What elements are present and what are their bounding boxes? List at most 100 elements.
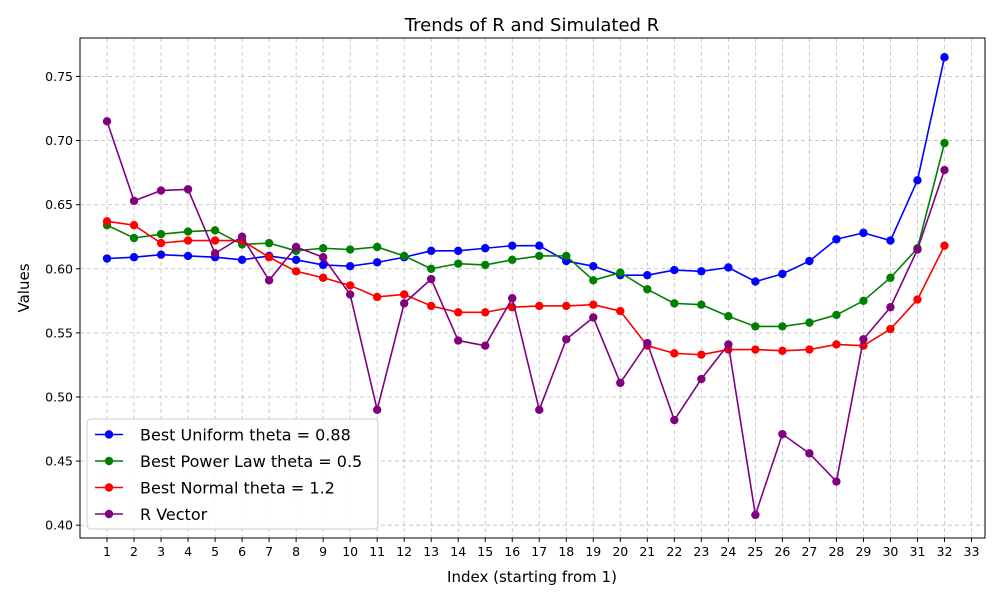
x-tick-label: 8 [292, 544, 300, 559]
data-point [264, 238, 274, 248]
data-point [643, 285, 652, 294]
legend-marker [104, 430, 114, 439]
data-point [183, 251, 193, 261]
data-point [183, 227, 193, 236]
data-point [859, 228, 868, 238]
y-tick-label: 0.45 [45, 454, 73, 469]
data-point [399, 299, 409, 308]
data-point [832, 477, 841, 486]
x-tick-label: 22 [666, 544, 682, 559]
x-tick-label: 6 [238, 544, 246, 559]
data-point [264, 253, 274, 262]
data-point [751, 345, 760, 354]
x-tick-label: 26 [774, 544, 790, 559]
data-point [778, 269, 787, 279]
data-point [616, 378, 625, 388]
data-point [156, 238, 166, 248]
data-point [886, 303, 895, 312]
data-point [318, 244, 328, 253]
x-tick-label: 15 [477, 544, 493, 559]
data-point [454, 308, 463, 317]
data-point [210, 236, 220, 245]
x-tick-label: 16 [504, 544, 520, 559]
x-tick-label: 24 [720, 544, 736, 559]
data-point [535, 241, 544, 250]
x-tick-label: 11 [369, 544, 385, 559]
data-point [183, 236, 193, 245]
x-tick-label: 23 [693, 544, 709, 559]
legend-marker [104, 483, 114, 492]
data-point [345, 281, 355, 290]
data-point [454, 246, 463, 256]
y-axis-ticks: 0.40 0.45 0.50 0.55 0.60 0.65 0.70 0.75 [45, 69, 80, 533]
y-tick-label: 0.65 [45, 197, 73, 212]
data-point [913, 295, 922, 304]
data-point [129, 233, 139, 243]
x-tick-label: 29 [855, 544, 871, 559]
data-point [535, 405, 544, 414]
legend-box [86, 418, 379, 530]
data-point [318, 253, 328, 262]
x-tick-label: 4 [184, 544, 192, 559]
data-point [697, 374, 706, 384]
data-point [886, 273, 895, 282]
data-point [670, 349, 679, 358]
data-point [832, 340, 841, 349]
data-point [832, 310, 841, 320]
data-point [508, 255, 517, 264]
y-tick-label: 0.40 [45, 518, 73, 533]
data-point [210, 249, 220, 258]
legend-label: Best Uniform theta = 0.88 [140, 426, 351, 445]
data-point [697, 350, 706, 359]
data-point [237, 255, 247, 264]
data-point [399, 251, 409, 261]
legend: Best Uniform theta = 0.88 Best Power Law … [86, 418, 379, 530]
x-tick-label: 2 [130, 544, 138, 559]
data-point [859, 335, 868, 344]
x-tick-label: 9 [319, 544, 327, 559]
data-point [372, 242, 382, 252]
x-tick-label: 21 [639, 544, 655, 559]
data-point [751, 510, 760, 520]
data-point [454, 336, 463, 345]
data-point [589, 300, 598, 309]
legend-label: Best Power Law theta = 0.5 [140, 452, 362, 471]
data-point [940, 138, 949, 148]
data-point [345, 262, 355, 271]
legend-item: Best Power Law theta = 0.5 [95, 452, 362, 471]
data-point [832, 235, 841, 244]
data-point [426, 246, 436, 256]
data-point [372, 258, 382, 267]
data-point [372, 292, 382, 302]
data-point [129, 253, 139, 262]
x-tick-label: 27 [801, 544, 817, 559]
data-point [886, 236, 895, 245]
data-point [724, 312, 733, 321]
data-point [778, 429, 787, 439]
data-point [670, 415, 679, 425]
data-point [643, 338, 652, 348]
y-tick-label: 0.60 [45, 261, 73, 276]
y-axis-label: Values [15, 263, 33, 312]
data-point [805, 256, 814, 266]
legend-label: Best Normal theta = 1.2 [140, 479, 335, 498]
data-point [129, 196, 139, 206]
data-point [183, 185, 193, 194]
data-point [724, 263, 733, 272]
data-point [318, 273, 328, 282]
data-point [508, 241, 517, 250]
data-point [508, 294, 517, 303]
data-point [913, 245, 922, 254]
x-tick-label: 5 [211, 544, 219, 559]
series-line [106, 121, 946, 516]
x-tick-label: 19 [585, 544, 601, 559]
legend-item: Best Normal theta = 1.2 [95, 479, 335, 498]
data-point [210, 226, 220, 235]
data-point [102, 117, 112, 126]
x-tick-label: 28 [828, 544, 844, 559]
data-point [535, 251, 544, 261]
x-tick-label: 12 [396, 544, 412, 559]
y-tick-label: 0.75 [45, 69, 73, 84]
data-point [859, 296, 868, 306]
data-point [102, 254, 112, 263]
